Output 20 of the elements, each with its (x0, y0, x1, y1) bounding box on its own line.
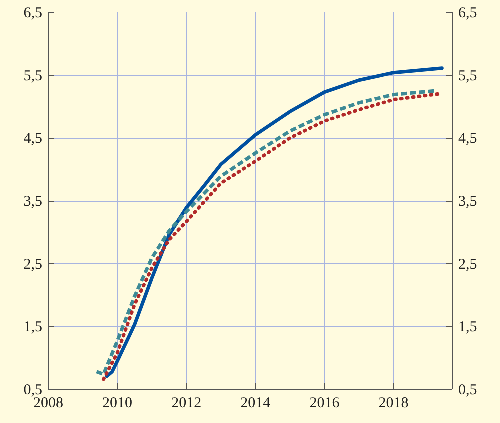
y-tick-label: 2,5 (24, 256, 42, 273)
y-tick-label: 5,5 (24, 68, 42, 84)
y2-tick-label: 0,5 (458, 382, 478, 398)
y2-tick-label: 1,5 (458, 320, 478, 336)
x-tick-label: 2018 (378, 396, 409, 412)
x-tick-label: 2008 (34, 396, 64, 412)
x-tick-label: 2014 (240, 396, 272, 412)
y-tick-label: 6,5 (24, 6, 42, 22)
y-tick-label: 0,5 (24, 382, 42, 398)
y-tick-label: 3,5 (24, 194, 42, 210)
y2-tick-label: 3,5 (458, 194, 478, 210)
y2-tick-label: 4,5 (458, 131, 478, 148)
x-tick-label: 2010 (102, 396, 133, 412)
x-tick-label: 2012 (172, 396, 202, 412)
x-tick-label: 2016 (310, 396, 340, 412)
y-tick-label: 4,5 (24, 131, 42, 148)
y-tick-label: 1,5 (24, 320, 42, 336)
y2-tick-label: 5,5 (458, 68, 478, 84)
y2-tick-label: 6,5 (458, 6, 478, 22)
y2-tick-label: 2,5 (458, 256, 478, 273)
